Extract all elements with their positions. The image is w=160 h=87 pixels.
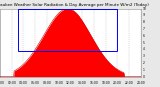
Text: 6: 6 — [142, 34, 144, 38]
Text: 8: 8 — [142, 20, 144, 24]
Text: 08:00: 08:00 — [43, 81, 51, 85]
Text: 04:00: 04:00 — [19, 81, 28, 85]
Text: 16:00: 16:00 — [89, 81, 98, 85]
Text: 06:00: 06:00 — [31, 81, 40, 85]
Text: 7: 7 — [142, 27, 144, 31]
Text: 2: 2 — [142, 61, 144, 65]
Text: 00:00: 00:00 — [0, 81, 4, 85]
Text: 0: 0 — [142, 75, 144, 79]
Text: Milwaukee Weather Solar Radiation & Day Average per Minute W/m2 (Today): Milwaukee Weather Solar Radiation & Day … — [0, 3, 149, 7]
Text: 10: 10 — [142, 7, 146, 11]
Text: 22:00: 22:00 — [125, 81, 133, 85]
Text: 02:00: 02:00 — [7, 81, 16, 85]
Text: 12:00: 12:00 — [66, 81, 75, 85]
Text: 10:00: 10:00 — [54, 81, 63, 85]
Text: 20:00: 20:00 — [113, 81, 122, 85]
Text: 5: 5 — [142, 41, 144, 45]
Text: 4: 4 — [142, 47, 144, 51]
Bar — [18, 9, 117, 51]
Text: 18:00: 18:00 — [101, 81, 110, 85]
Text: 9: 9 — [142, 13, 144, 17]
Text: 24:00: 24:00 — [136, 81, 145, 85]
Text: 1: 1 — [142, 68, 144, 72]
Text: 14:00: 14:00 — [78, 81, 87, 85]
Text: 3: 3 — [142, 54, 144, 58]
